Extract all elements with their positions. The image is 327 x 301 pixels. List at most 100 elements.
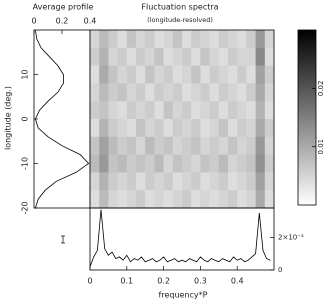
heat-cell (264, 65, 275, 84)
y-tick-label: -20 (21, 201, 30, 214)
heat-cell (90, 47, 100, 66)
heat-cell (145, 101, 155, 120)
heat-cell (237, 65, 247, 84)
heat-cell (209, 30, 220, 49)
heat-cell (99, 154, 109, 173)
heat-cell (264, 101, 275, 120)
heat-cell (145, 83, 155, 102)
heat-cell (228, 65, 238, 84)
heat-cell (145, 136, 155, 155)
heat-cell (191, 101, 201, 120)
heat-cell (246, 136, 256, 155)
heat-cell (255, 119, 266, 138)
heat-cell (126, 172, 137, 191)
heat-cell (99, 136, 109, 155)
heat-cell (200, 83, 210, 102)
spectrum-line (89, 209, 271, 267)
heat-cell (255, 172, 266, 191)
heat-cell (218, 83, 229, 102)
heat-cell (237, 154, 247, 173)
heat-cell (191, 136, 201, 155)
y-axis-label: longitude (deg.) (4, 86, 13, 150)
x-tick-label: 0.2 (56, 17, 69, 26)
heat-cell (209, 154, 220, 173)
heat-cell (200, 154, 210, 173)
heat-cell (126, 190, 137, 209)
heat-cell (218, 65, 229, 84)
heat-cell (117, 172, 128, 191)
heat-cell (90, 172, 100, 191)
heat-cell (108, 136, 118, 155)
heat-cell (136, 83, 146, 102)
heat-cell (154, 190, 164, 209)
heat-cell (108, 83, 118, 102)
heat-cell (108, 47, 118, 66)
profile-title: Average profile (33, 3, 94, 12)
heat-cell (237, 83, 247, 102)
heat-cell (228, 30, 238, 49)
heat-cell (163, 83, 174, 102)
heat-cell (163, 101, 174, 120)
heat-cell (163, 154, 174, 173)
heat-cell (90, 83, 100, 102)
x-tick-label: 0 (31, 17, 36, 26)
heat-cell (117, 47, 128, 66)
heat-cell (145, 30, 155, 49)
heat-cell (191, 190, 201, 209)
heat-cell (218, 101, 229, 120)
heat-cell (191, 65, 201, 84)
heat-cell (90, 30, 100, 49)
heat-cell (99, 83, 109, 102)
heat-cell (126, 65, 137, 84)
heat-cell (126, 119, 137, 138)
x-tick-label: 0.3 (194, 277, 207, 286)
profile-line (34, 29, 90, 209)
heat-cell (99, 190, 109, 209)
heat-cell (209, 172, 220, 191)
y-tick-label: 0 (278, 266, 282, 274)
heat-cell (191, 172, 201, 191)
heat-cell (209, 136, 220, 155)
heat-cell (163, 172, 174, 191)
heat-cell (237, 30, 247, 49)
heat-cell (154, 119, 164, 138)
heat-cell (154, 154, 164, 173)
heat-cell (228, 83, 238, 102)
heat-cell (182, 83, 192, 102)
heat-cell (264, 30, 275, 49)
heat-cell (237, 101, 247, 120)
heat-cell (163, 30, 174, 49)
heat-cell (191, 47, 201, 66)
heat-cell (228, 190, 238, 209)
heat-cell (209, 83, 220, 102)
heat-cell (218, 136, 229, 155)
heat-cell (136, 172, 146, 191)
heat-cell (117, 30, 128, 49)
heat-cell (200, 119, 210, 138)
x-tick-label: 0 (87, 277, 92, 286)
heat-cell (154, 47, 164, 66)
heat-cell (246, 119, 256, 138)
heat-cell (99, 47, 109, 66)
heat-cell (191, 119, 201, 138)
heat-cell (172, 172, 183, 191)
heat-cell (126, 47, 137, 66)
heat-cell (255, 190, 266, 209)
heat-cell (228, 172, 238, 191)
heat-cell (145, 65, 155, 84)
heat-cell (154, 136, 164, 155)
heat-cell (209, 101, 220, 120)
heat-cell (117, 83, 128, 102)
heat-cell (99, 65, 109, 84)
heat-cell (136, 47, 146, 66)
heat-cell (145, 172, 155, 191)
heat-cell (99, 172, 109, 191)
heat-cell (126, 136, 137, 155)
heat-cell (172, 119, 183, 138)
heat-cell (126, 101, 137, 120)
heat-cell (255, 83, 266, 102)
heat-cell (228, 136, 238, 155)
heat-cell (117, 190, 128, 209)
heat-cell (172, 101, 183, 120)
heat-cell (255, 30, 266, 49)
